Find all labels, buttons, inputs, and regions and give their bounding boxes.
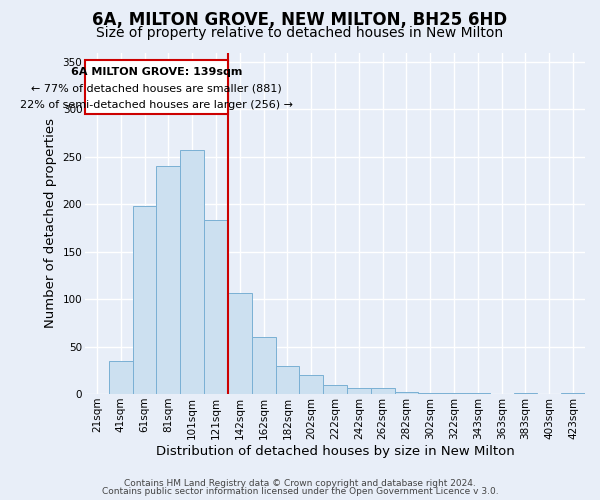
FancyBboxPatch shape — [85, 60, 228, 114]
Bar — [133, 206, 157, 394]
Bar — [395, 392, 418, 394]
Text: 6A MILTON GROVE: 139sqm: 6A MILTON GROVE: 139sqm — [71, 66, 242, 76]
Bar — [347, 388, 371, 394]
Text: 6A, MILTON GROVE, NEW MILTON, BH25 6HD: 6A, MILTON GROVE, NEW MILTON, BH25 6HD — [92, 11, 508, 29]
Bar — [418, 393, 442, 394]
Bar — [180, 150, 204, 394]
Y-axis label: Number of detached properties: Number of detached properties — [44, 118, 57, 328]
Bar — [157, 166, 180, 394]
Bar — [109, 361, 133, 394]
Bar — [228, 292, 252, 394]
Text: Contains HM Land Registry data © Crown copyright and database right 2024.: Contains HM Land Registry data © Crown c… — [124, 479, 476, 488]
Text: Size of property relative to detached houses in New Milton: Size of property relative to detached ho… — [97, 26, 503, 40]
Bar — [323, 384, 347, 394]
Bar — [514, 393, 538, 394]
Bar — [466, 393, 490, 394]
Bar — [561, 393, 585, 394]
Bar — [371, 388, 395, 394]
Bar — [275, 366, 299, 394]
Bar — [442, 393, 466, 394]
Text: Contains public sector information licensed under the Open Government Licence v : Contains public sector information licen… — [101, 487, 499, 496]
Bar — [204, 220, 228, 394]
Text: ← 77% of detached houses are smaller (881): ← 77% of detached houses are smaller (88… — [31, 84, 282, 94]
Text: 22% of semi-detached houses are larger (256) →: 22% of semi-detached houses are larger (… — [20, 100, 293, 110]
X-axis label: Distribution of detached houses by size in New Milton: Distribution of detached houses by size … — [155, 444, 514, 458]
Bar — [252, 337, 275, 394]
Bar — [299, 375, 323, 394]
